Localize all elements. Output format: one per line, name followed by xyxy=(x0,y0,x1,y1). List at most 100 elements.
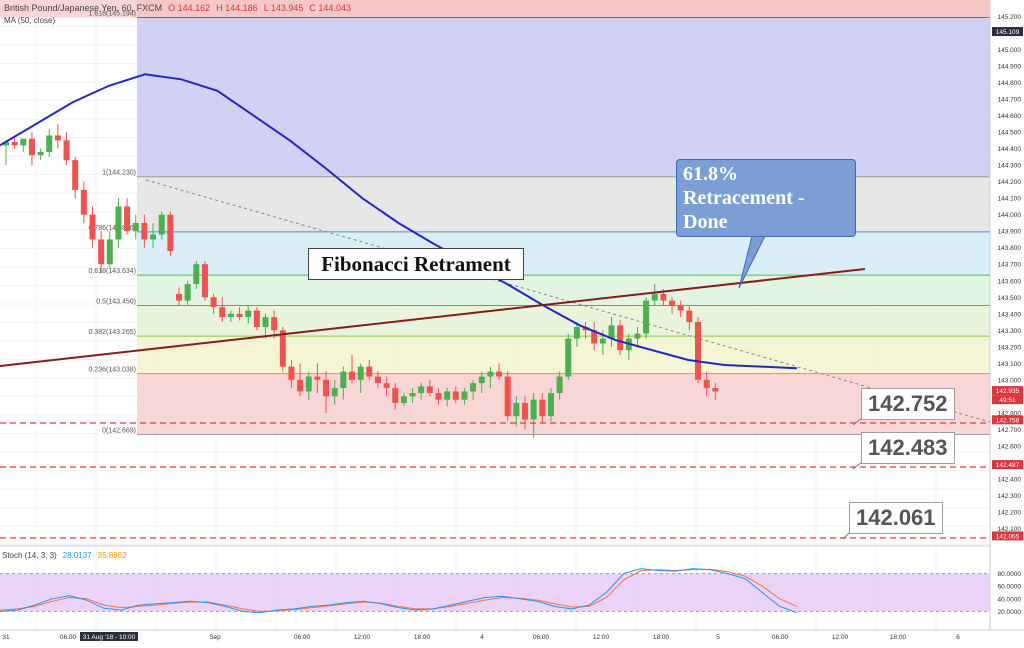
candle-body[interactable] xyxy=(262,317,269,327)
candle-body[interactable] xyxy=(54,135,61,141)
trend-line[interactable] xyxy=(0,268,866,367)
candle-body[interactable] xyxy=(530,399,537,420)
candle-body[interactable] xyxy=(591,330,598,344)
symbol-title[interactable]: British Pound/Japanese Yen, 60, FXCM xyxy=(4,3,163,13)
candle-body[interactable] xyxy=(349,371,355,380)
candle-body[interactable] xyxy=(660,293,667,301)
candle-body[interactable] xyxy=(63,140,70,161)
fib-level-label: 0.236(143.038) xyxy=(89,367,136,374)
candle-body[interactable] xyxy=(176,293,182,301)
candle-body[interactable] xyxy=(383,383,390,389)
candle-body[interactable] xyxy=(539,399,546,417)
stoch-axis-label: 80.0000 xyxy=(998,571,1022,578)
candle-body[interactable] xyxy=(712,388,719,392)
candle-body[interactable] xyxy=(617,325,624,351)
candle-body[interactable] xyxy=(608,325,615,339)
candle-body[interactable] xyxy=(374,376,381,384)
ma-indicator-label[interactable]: MA (50, close) xyxy=(4,16,56,25)
candle-body[interactable] xyxy=(444,391,451,400)
candle-body[interactable] xyxy=(227,313,234,318)
candle-body[interactable] xyxy=(470,383,477,392)
candle-body[interactable] xyxy=(703,379,710,389)
candle-body[interactable] xyxy=(418,386,425,394)
candle-body[interactable] xyxy=(634,333,641,339)
support-level-2-box[interactable]: 142.483 xyxy=(861,432,955,464)
price-tag-label: 142.758 xyxy=(996,417,1020,424)
candle-body[interactable] xyxy=(253,310,260,327)
candle-body[interactable] xyxy=(184,284,191,301)
candle-body[interactable] xyxy=(426,386,433,394)
candle-body[interactable] xyxy=(167,214,174,252)
fibonacci-title-annotation[interactable]: Fibonacci Retrament xyxy=(308,248,524,280)
candle-body[interactable] xyxy=(28,138,35,156)
price-axis-label: 142.600 xyxy=(998,443,1022,450)
candle-body[interactable] xyxy=(556,376,563,394)
candle-body[interactable] xyxy=(210,297,217,308)
candle-body[interactable] xyxy=(323,379,330,397)
candle-body[interactable] xyxy=(89,214,96,240)
candle-body[interactable] xyxy=(124,206,131,232)
candle-body[interactable] xyxy=(305,376,312,392)
ma-line[interactable] xyxy=(0,73,798,370)
candle-body[interactable] xyxy=(452,391,459,400)
candle-body[interactable] xyxy=(331,388,338,397)
candle-body[interactable] xyxy=(98,239,105,265)
candle-body[interactable] xyxy=(46,135,53,152)
candle-body[interactable] xyxy=(20,138,27,146)
candle-body[interactable] xyxy=(677,305,684,311)
candle-body[interactable] xyxy=(513,402,520,417)
candle-body[interactable] xyxy=(288,366,295,380)
candle-body[interactable] xyxy=(522,402,528,420)
candle-body[interactable] xyxy=(201,264,208,298)
candle-body[interactable] xyxy=(37,151,44,156)
candle-body[interactable] xyxy=(141,222,148,240)
support-level-3-box[interactable]: 142.061 xyxy=(849,502,943,534)
candle-body[interactable] xyxy=(80,189,87,215)
candle-body[interactable] xyxy=(496,371,503,377)
candle-body[interactable] xyxy=(11,142,18,146)
retracement-callout[interactable]: 61.8% Retracement - Done xyxy=(676,159,856,237)
candle-body[interactable] xyxy=(115,206,122,240)
candle-body[interactable] xyxy=(150,234,157,240)
stoch-k-line[interactable] xyxy=(0,568,798,614)
stoch-indicator-legend[interactable]: Stoch (14, 3, 3) 28.0137 35.8862 xyxy=(2,551,127,560)
candle-body[interactable] xyxy=(3,142,9,146)
candle-body[interactable] xyxy=(478,376,485,384)
candle-body[interactable] xyxy=(504,376,511,417)
candle-body[interactable] xyxy=(547,393,554,417)
candle-body[interactable] xyxy=(435,393,442,400)
price-axis-label: 142.700 xyxy=(998,427,1022,434)
candle-body[interactable] xyxy=(132,222,139,232)
time-axis-label: 12:00 xyxy=(354,634,371,641)
candle-body[interactable] xyxy=(392,388,399,403)
candle-body[interactable] xyxy=(643,300,650,334)
candle-body[interactable] xyxy=(573,327,580,339)
candle-body[interactable] xyxy=(366,366,373,377)
candle-body[interactable] xyxy=(193,264,200,285)
candle-body[interactable] xyxy=(695,322,701,380)
candle-body[interactable] xyxy=(279,330,286,367)
support-level-1-box[interactable]: 142.752 xyxy=(861,388,955,420)
candle-body[interactable] xyxy=(565,338,572,377)
candle-body[interactable] xyxy=(219,307,226,318)
candle-body[interactable] xyxy=(158,214,165,235)
candle-body[interactable] xyxy=(400,396,407,403)
candle-body[interactable] xyxy=(357,366,364,380)
candle-body[interactable] xyxy=(461,391,468,400)
candle-body[interactable] xyxy=(340,371,347,389)
candle-body[interactable] xyxy=(297,379,304,392)
candle-body[interactable] xyxy=(106,239,113,265)
candle-body[interactable] xyxy=(271,317,278,331)
candle-body[interactable] xyxy=(314,376,321,380)
candle-body[interactable] xyxy=(651,293,658,301)
candle-body[interactable] xyxy=(487,371,494,377)
candle-body[interactable] xyxy=(409,393,416,397)
candle-body[interactable] xyxy=(72,160,79,190)
candle-body[interactable] xyxy=(599,338,606,344)
candle-body[interactable] xyxy=(245,310,252,318)
candle-body[interactable] xyxy=(236,313,243,318)
candle-body[interactable] xyxy=(669,300,676,306)
candle-body[interactable] xyxy=(686,310,693,323)
